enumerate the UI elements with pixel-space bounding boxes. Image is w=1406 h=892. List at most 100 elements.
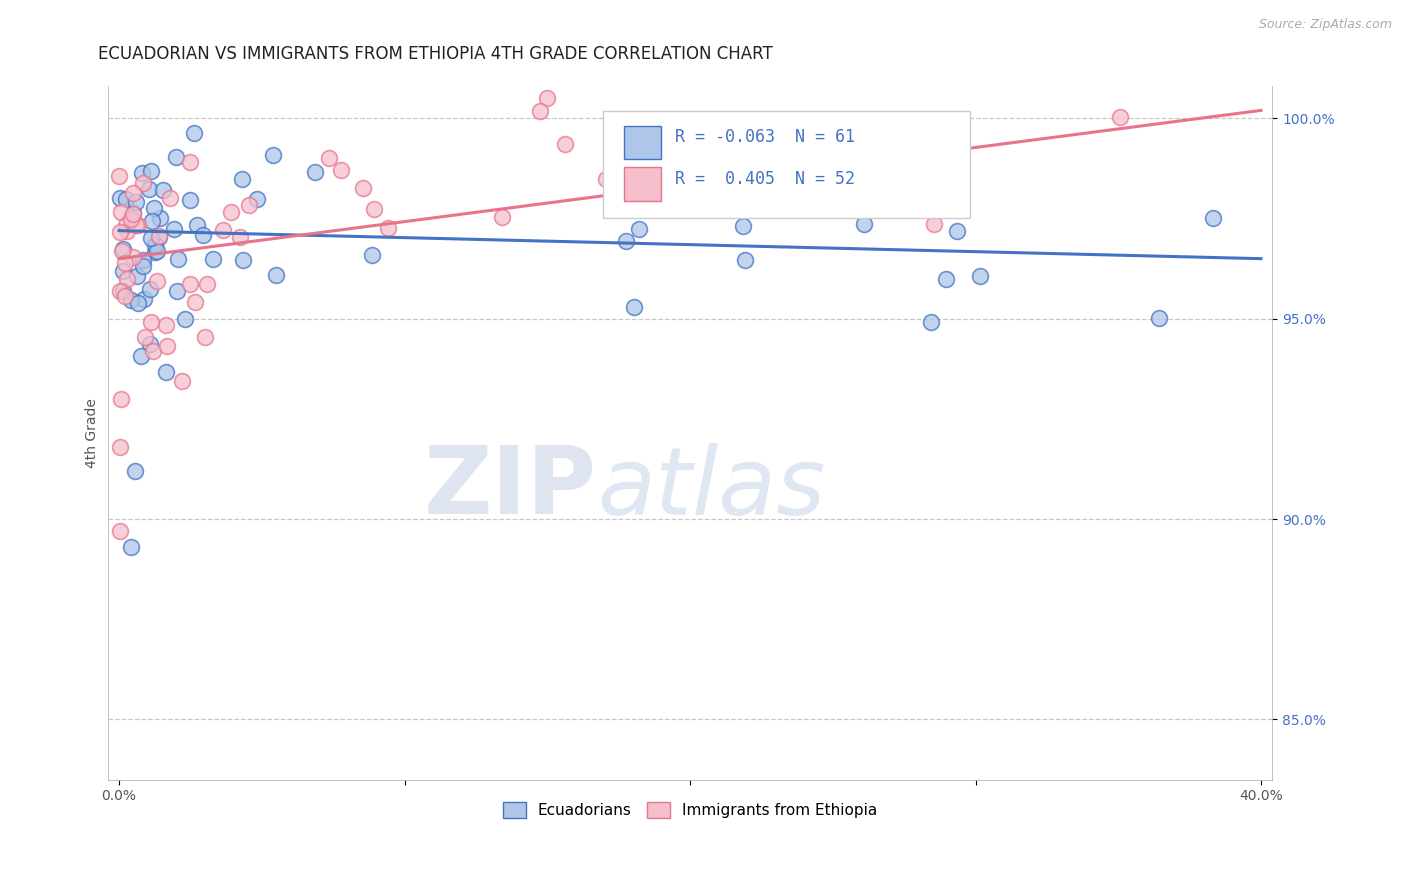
Point	[146, 244, 169, 258]
Point	[491, 210, 513, 224]
Point	[935, 271, 957, 285]
Point	[186, 218, 208, 232]
Point	[125, 218, 148, 232]
Point	[108, 169, 131, 183]
Point	[191, 227, 214, 242]
Point	[174, 312, 197, 326]
Point	[139, 315, 162, 329]
Point	[536, 91, 558, 105]
Point	[110, 191, 132, 205]
Point	[969, 268, 991, 283]
Legend: Ecuadorians, Immigrants from Ethiopia: Ecuadorians, Immigrants from Ethiopia	[496, 796, 883, 824]
Point	[853, 217, 876, 231]
Point	[127, 296, 149, 310]
Text: ZIP: ZIP	[425, 442, 596, 534]
Point	[121, 205, 143, 219]
Point	[141, 214, 163, 228]
Point	[1202, 211, 1225, 225]
Point	[122, 207, 145, 221]
Point	[131, 349, 153, 363]
Point	[183, 126, 205, 140]
Point	[1109, 110, 1132, 124]
Point	[115, 219, 138, 233]
Point	[124, 194, 146, 209]
Point	[114, 289, 136, 303]
Point	[595, 171, 617, 186]
Point	[179, 193, 201, 207]
Point	[922, 217, 945, 231]
Point	[132, 176, 155, 190]
Point	[172, 375, 194, 389]
Point	[363, 202, 385, 216]
Point	[139, 337, 162, 351]
Point	[179, 155, 201, 169]
Point	[110, 392, 132, 406]
Text: atlas: atlas	[596, 443, 825, 534]
FancyBboxPatch shape	[603, 111, 970, 218]
Point	[132, 252, 155, 267]
Point	[554, 137, 576, 152]
Point	[377, 220, 399, 235]
Y-axis label: 4th Grade: 4th Grade	[86, 398, 100, 468]
Point	[627, 222, 650, 236]
Point	[329, 162, 352, 177]
Point	[211, 223, 233, 237]
Point	[195, 277, 218, 291]
Point	[131, 166, 153, 180]
Text: R = -0.063  N = 61: R = -0.063 N = 61	[675, 128, 855, 146]
Point	[132, 259, 155, 273]
Point	[194, 329, 217, 343]
Point	[115, 224, 138, 238]
Point	[262, 147, 284, 161]
Text: ECUADORIAN VS IMMIGRANTS FROM ETHIOPIA 4TH GRADE CORRELATION CHART: ECUADORIAN VS IMMIGRANTS FROM ETHIOPIA 4…	[98, 45, 773, 62]
Point	[733, 219, 755, 234]
Point	[108, 226, 131, 240]
Point	[124, 464, 146, 478]
Point	[111, 244, 134, 258]
Point	[166, 284, 188, 298]
Point	[304, 164, 326, 178]
Point	[132, 292, 155, 306]
Point	[143, 237, 166, 252]
Point	[219, 205, 242, 219]
Bar	[624, 168, 661, 201]
Point	[920, 315, 942, 329]
Point	[529, 103, 551, 118]
Point	[141, 230, 163, 244]
Point	[318, 151, 340, 165]
Point	[134, 330, 156, 344]
Point	[142, 201, 165, 215]
Point	[232, 253, 254, 268]
Point	[945, 224, 967, 238]
Point	[110, 205, 132, 219]
Point	[166, 252, 188, 266]
Point	[139, 164, 162, 178]
Point	[108, 524, 131, 538]
Point	[152, 183, 174, 197]
Point	[163, 221, 186, 235]
Point	[139, 282, 162, 296]
Point	[115, 272, 138, 286]
Point	[352, 180, 374, 194]
Point	[120, 212, 142, 227]
Point	[623, 300, 645, 314]
Point	[155, 318, 177, 332]
Point	[184, 294, 207, 309]
Point	[143, 245, 166, 260]
Text: R =  0.405  N = 52: R = 0.405 N = 52	[675, 169, 855, 187]
Point	[159, 191, 181, 205]
Point	[613, 200, 636, 214]
Point	[361, 248, 384, 262]
Text: Source: ZipAtlas.com: Source: ZipAtlas.com	[1258, 18, 1392, 31]
Point	[1149, 310, 1171, 325]
Point	[108, 285, 131, 299]
Point	[110, 440, 132, 454]
Point	[148, 229, 170, 244]
Point	[122, 250, 145, 264]
Point	[114, 256, 136, 270]
Point	[264, 268, 287, 282]
Point	[111, 284, 134, 298]
Point	[120, 293, 142, 307]
Point	[148, 228, 170, 243]
Point	[146, 274, 169, 288]
